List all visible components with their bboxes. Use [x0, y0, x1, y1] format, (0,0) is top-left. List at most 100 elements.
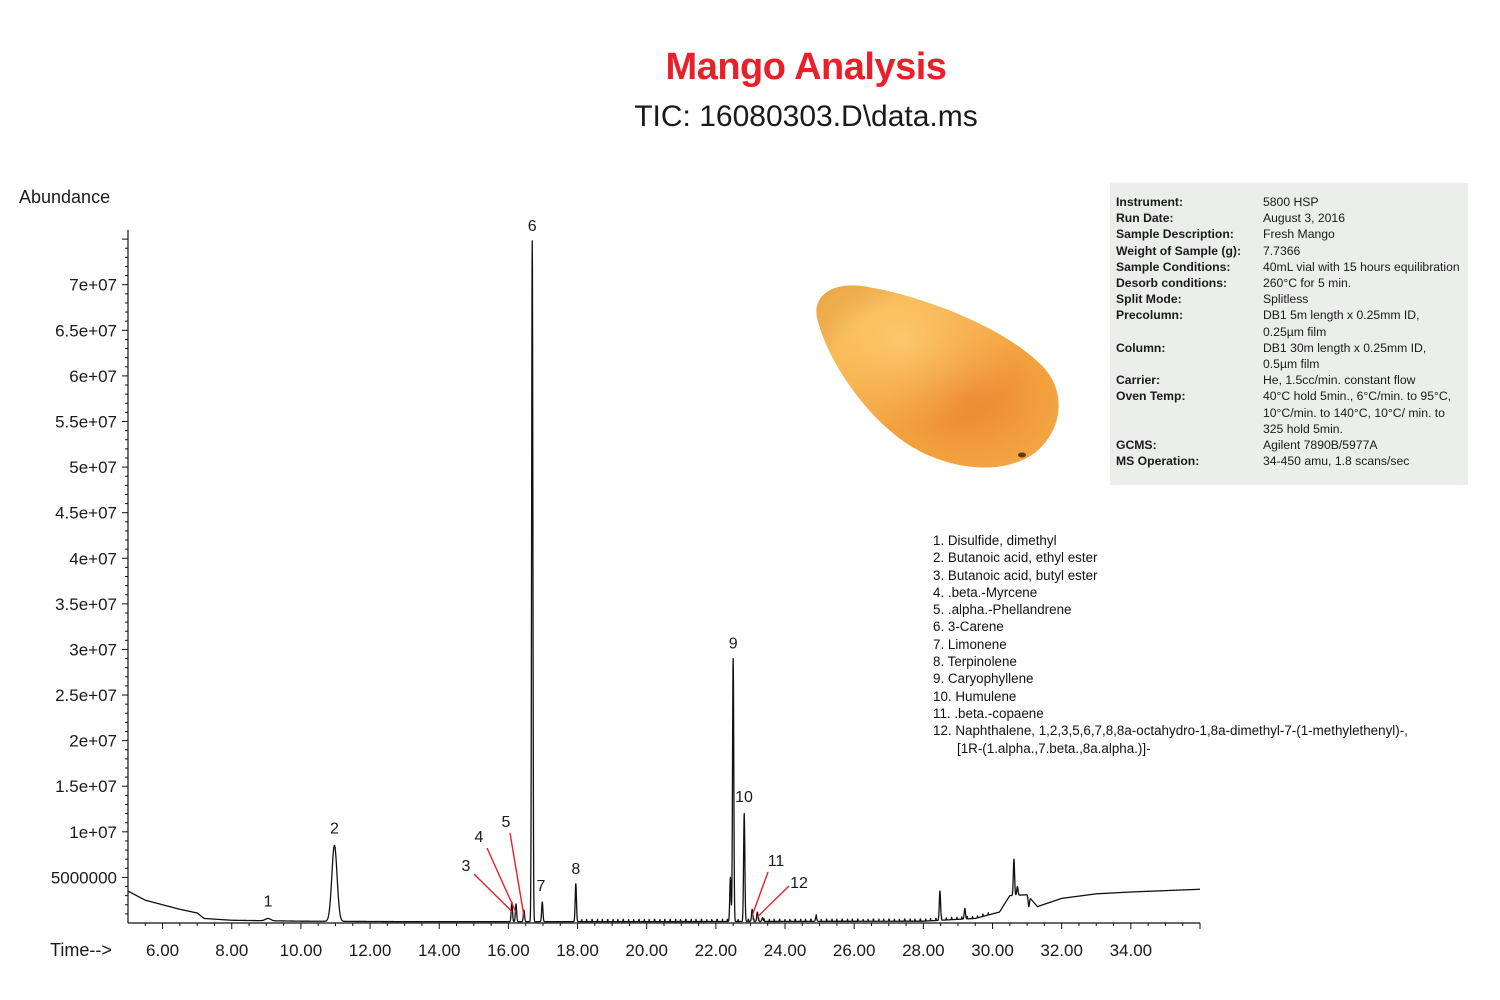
info-key: Split Mode:	[1116, 292, 1182, 307]
y-tick-label: 3.5e+07	[55, 595, 117, 614]
y-axis-label: Abundance	[19, 187, 110, 207]
info-value: DB1 30m length x 0.25mm ID, 0.5µm film	[1263, 340, 1427, 372]
legend-item-continuation: [1R-(1.alpha.,7.beta.,8a.alpha.)]-	[957, 740, 1151, 756]
x-tick-label: 28.00	[902, 941, 945, 960]
peak-label: 7	[537, 878, 546, 895]
info-value: DB1 5m length x 0.25mm ID, 0.25µm film	[1263, 308, 1420, 339]
info-key: Sample Description:	[1116, 227, 1234, 242]
peak-pointer-line	[756, 885, 790, 918]
info-key: Desorb conditions:	[1116, 276, 1228, 291]
peak-label: 1	[264, 893, 273, 910]
x-tick-label: 24.00	[764, 941, 807, 960]
info-key: Run Date:	[1116, 211, 1174, 226]
x-axis-label: Time-->	[50, 940, 112, 960]
info-row: GCMS: Agilent 7890B/5977A	[1116, 437, 1460, 453]
info-key: MS Operation:	[1116, 454, 1200, 469]
info-value: 40mL vial with 15 hours equilibration	[1263, 259, 1460, 274]
info-value: 260°C for 5 min.	[1263, 276, 1352, 291]
info-key: Oven Temp:	[1116, 389, 1186, 404]
info-key: Instrument:	[1116, 195, 1184, 209]
peak-label: 2	[330, 820, 339, 837]
y-tick-label: 4e+07	[69, 549, 117, 568]
peak-pointer-line	[751, 871, 769, 916]
legend-item: 4. .beta.-Myrcene	[933, 584, 1038, 600]
legend-items: 1. Disulfide, dimethyl 2. Butanoic acid, …	[933, 532, 1473, 740]
y-tick-label: 4.5e+07	[55, 504, 117, 523]
info-value: Agilent 7890B/5977A	[1263, 438, 1378, 453]
peak-label: 11	[768, 853, 785, 870]
legend-item: 1. Disulfide, dimethyl	[933, 533, 1057, 548]
instrument-info-panel: Instrument: 5800 HSP Run Date: August 3, 20…	[1110, 183, 1468, 485]
info-value: August 3, 2016	[1263, 211, 1345, 226]
info-value: Fresh Mango	[1263, 227, 1335, 242]
legend-item: 8. Terpinolene	[933, 654, 1017, 670]
info-row: Weight of Sample (g): 7.7366	[1116, 243, 1460, 259]
info-value: He, 1.5cc/min. constant flow	[1263, 373, 1416, 388]
info-value: 34-450 amu, 1.8 scans/sec	[1263, 454, 1410, 469]
tic-trace-line	[127, 240, 1201, 923]
legend-item: 2. Butanoic acid, ethyl ester	[933, 550, 1098, 566]
info-value: 5800 HSP	[1263, 195, 1319, 209]
y-tick-label: 5000000	[51, 868, 117, 887]
x-tick-label: 22.00	[695, 941, 738, 960]
info-row: Sample Conditions: 40mL vial with 15 hour…	[1116, 259, 1460, 275]
y-tick-label: 3e+07	[69, 640, 117, 659]
peak-label: 4	[475, 829, 484, 846]
info-row: Instrument: 5800 HSP	[1116, 194, 1460, 210]
x-tick-label: 12.00	[349, 941, 392, 960]
legend-item: 5. .alpha.-Phellandrene	[933, 602, 1072, 618]
legend-item: 3. Butanoic acid, butyl ester	[933, 567, 1098, 583]
mango-image	[816, 285, 1059, 468]
x-tick-label: 32.00	[1040, 941, 1083, 960]
peak-label: 8	[571, 861, 580, 878]
info-row: Carrier: He, 1.5cc/min. constant flow	[1116, 372, 1460, 388]
info-row: Desorb conditions: 260°C for 5 min.	[1116, 275, 1460, 291]
legend-item: 12. Naphthalene, 1,2,3,5,6,7,8,8a-octahy…	[933, 723, 1408, 739]
axes: 5000000 1e+07 1.5e+07 2e+07 2.5e+07 3e+07 3.5e…	[51, 230, 1201, 960]
legend-item: 7. Limonene	[933, 636, 1007, 652]
peak-label: 9	[729, 636, 738, 653]
info-row: Run Date: August 3, 2016	[1116, 210, 1460, 226]
y-tick-label: 7e+07	[69, 276, 117, 295]
info-key: Weight of Sample (g):	[1116, 243, 1242, 258]
peak-label: 6	[528, 218, 537, 235]
info-rows: Instrument: 5800 HSP Run Date: August 3, 20…	[1116, 194, 1460, 469]
peak-label: 5	[502, 814, 511, 831]
info-key: Sample Conditions:	[1116, 259, 1231, 274]
x-tick-label: 20.00	[625, 941, 668, 960]
peak-label: 12	[790, 875, 808, 892]
info-row: Split Mode: Splitless	[1116, 291, 1460, 307]
info-key: Carrier:	[1116, 373, 1161, 388]
info-key: Precolumn:	[1116, 308, 1184, 323]
x-tick-label: 10.00	[280, 941, 323, 960]
info-row: Oven Temp: 40°C hold 5min., 6°C/min. to 9…	[1116, 388, 1460, 437]
info-row: Precolumn: DB1 5m length x 0.25mm ID, 0.2…	[1116, 307, 1460, 339]
y-tick-label: 2e+07	[69, 732, 117, 751]
info-value: 40°C hold 5min., 6°C/min. to 95°C, 10°C/…	[1263, 389, 1452, 436]
info-key: GCMS:	[1116, 438, 1157, 453]
info-row: Sample Description: Fresh Mango	[1116, 226, 1460, 242]
x-tick-label: 16.00	[487, 941, 530, 960]
x-tick-label: 26.00	[833, 941, 876, 960]
compound-legend: 1. Disulfide, dimethyl 2. Butanoic acid, …	[933, 532, 1473, 757]
peak-label: 3	[462, 858, 471, 875]
chart-title: Mango Analysis	[665, 46, 947, 88]
y-tick-label: 6.5e+07	[55, 321, 117, 340]
y-tick-label: 2.5e+07	[55, 686, 117, 705]
legend-item: 9. Caryophyllene	[933, 671, 1034, 687]
y-tick-label: 1e+07	[69, 823, 117, 842]
info-value: 7.7366	[1263, 243, 1301, 258]
chart-subtitle: TIC: 16080303.D\data.ms	[634, 100, 978, 133]
y-tick-label: 6e+07	[69, 367, 117, 386]
peak-pointer-line	[509, 832, 525, 917]
legend-item: 10. Humulene	[933, 688, 1017, 704]
y-tick-label: 5.5e+07	[55, 412, 117, 431]
x-tick-label: 14.00	[418, 941, 461, 960]
legend-item: 11. .beta.-copaene	[933, 705, 1044, 721]
x-tick-label: 34.00	[1110, 941, 1153, 960]
x-tick-label: 8.00	[215, 941, 248, 960]
info-key: Column:	[1116, 340, 1166, 355]
peak-pointer-line	[486, 847, 517, 913]
